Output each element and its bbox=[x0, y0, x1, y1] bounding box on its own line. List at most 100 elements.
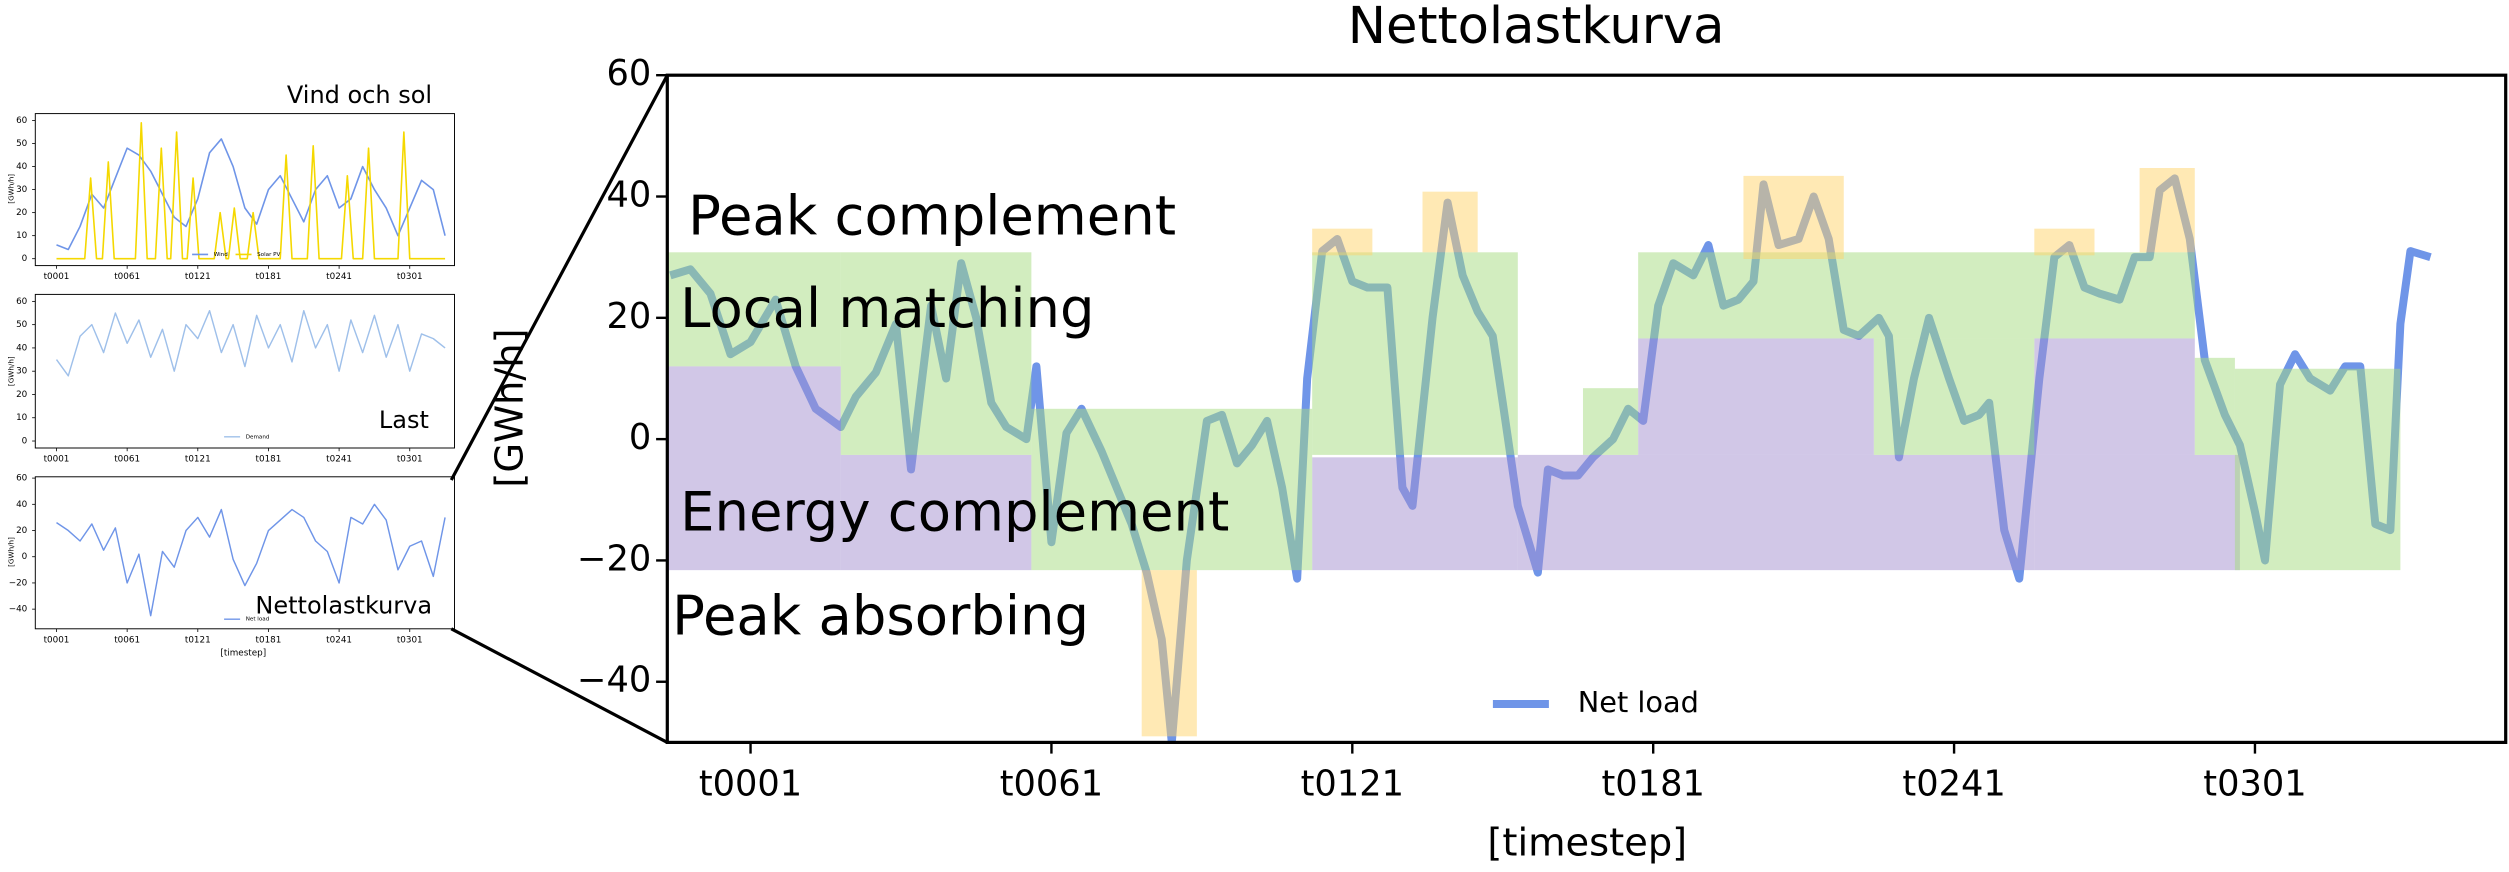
y-tick-label: 0 bbox=[22, 552, 28, 562]
x-tick-label: t0121 bbox=[185, 455, 211, 465]
series-line bbox=[56, 503, 446, 617]
y-tick-label: 60 bbox=[16, 474, 28, 484]
legend-label: Net load bbox=[246, 617, 270, 623]
y-axis-label: [GWh/h] bbox=[6, 537, 15, 567]
region-box bbox=[2034, 454, 2240, 571]
series-line bbox=[56, 138, 446, 251]
axes-frame bbox=[34, 113, 455, 267]
chart-title: Last bbox=[379, 406, 429, 434]
annotation: Energy complement bbox=[680, 480, 1229, 543]
annotation: Peak absorbing bbox=[672, 584, 1089, 647]
x-tick-label: t0001 bbox=[699, 763, 802, 804]
y-tick-label: 30 bbox=[16, 367, 28, 377]
region-box bbox=[667, 252, 841, 367]
legend-label: Demand bbox=[246, 434, 270, 440]
region-box bbox=[2034, 228, 2095, 256]
x-tick-label: t0241 bbox=[326, 272, 352, 282]
region-box bbox=[1031, 408, 1313, 571]
y-tick-label: 40 bbox=[16, 500, 28, 510]
x-tick-label: t0121 bbox=[1301, 763, 1404, 804]
zoom-connector bbox=[449, 74, 669, 481]
x-tick-label: t0061 bbox=[114, 455, 140, 465]
y-tick-label: 60 bbox=[607, 53, 652, 94]
y-tick-label: −20 bbox=[577, 538, 651, 579]
chart: t0001 t0061 t0121 t0181 t0241 t0301 −40 −20 0 20 4… bbox=[6, 474, 455, 658]
legend-label: Solar PV bbox=[257, 252, 280, 258]
y-tick-label: −40 bbox=[9, 605, 28, 615]
x-tick-label: t0181 bbox=[256, 635, 282, 645]
y-tick-label: 20 bbox=[16, 390, 28, 400]
y-tick-label: 40 bbox=[16, 162, 28, 172]
legend-label: Net load bbox=[1578, 685, 1699, 719]
y-tick-label: 10 bbox=[16, 231, 28, 241]
y-tick-label: 50 bbox=[16, 320, 28, 330]
legend-label: Wind bbox=[214, 252, 229, 258]
x-tick-label: t0241 bbox=[326, 635, 352, 645]
region-box bbox=[1141, 570, 1197, 737]
y-tick-label: −20 bbox=[9, 578, 28, 588]
y-tick-label: 20 bbox=[16, 526, 28, 536]
y-tick-label: 60 bbox=[16, 116, 28, 126]
region-box bbox=[2194, 357, 2235, 455]
x-tick-label: t0301 bbox=[397, 455, 423, 465]
y-axis-label: [GWh/h] bbox=[6, 356, 15, 386]
chart-title: Nettolastkurva bbox=[255, 591, 432, 619]
x-tick-label: t0241 bbox=[326, 455, 352, 465]
x-tick-label: t0301 bbox=[397, 635, 423, 645]
region-box bbox=[2034, 338, 2195, 455]
chart: t0001 t0061 t0121 t0181 t0241 t0301 −40 −20 0 20 4… bbox=[488, 0, 2508, 865]
region-box bbox=[2234, 368, 2401, 571]
x-tick-label: t0181 bbox=[256, 455, 282, 465]
region-box bbox=[1312, 457, 1518, 571]
region-box bbox=[1312, 228, 1373, 256]
y-tick-label: 0 bbox=[22, 437, 28, 447]
x-tick-label: t0301 bbox=[397, 272, 423, 282]
y-tick-label: 30 bbox=[16, 185, 28, 195]
y-tick-label: 40 bbox=[607, 175, 652, 216]
x-tick-label: t0181 bbox=[256, 272, 282, 282]
y-tick-label: 0 bbox=[22, 254, 28, 264]
region-box bbox=[840, 252, 1032, 455]
y-tick-label: 20 bbox=[16, 208, 28, 218]
plot-area bbox=[56, 122, 446, 260]
y-tick-label: 40 bbox=[16, 343, 28, 353]
x-tick-label: t0121 bbox=[185, 272, 211, 282]
region-box bbox=[1517, 454, 2035, 571]
y-axis-label: [GWh/h] bbox=[6, 174, 15, 204]
region-box bbox=[1582, 388, 1639, 455]
y-tick-label: 20 bbox=[607, 296, 652, 337]
series-line bbox=[55, 309, 446, 377]
x-tick-label: t0061 bbox=[114, 635, 140, 645]
x-tick-label: t0181 bbox=[1602, 763, 1705, 804]
annotation: Peak complement bbox=[688, 184, 1176, 247]
x-tick-label: t0001 bbox=[44, 272, 70, 282]
x-tick-label: t0061 bbox=[114, 272, 140, 282]
x-axis-label: [timestep] bbox=[1487, 820, 1687, 865]
region-box bbox=[1638, 338, 1874, 455]
region-box bbox=[2139, 168, 2195, 253]
axes-frame bbox=[665, 73, 2508, 744]
x-tick-label: t0061 bbox=[1000, 763, 1103, 804]
chart: t0001 t0061 t0121 t0181 t0241 t0301 0 10 20 30 40 5… bbox=[6, 81, 455, 282]
zoom-connector bbox=[450, 627, 669, 744]
x-tick-label: t0121 bbox=[185, 635, 211, 645]
x-tick-label: t0241 bbox=[1902, 763, 2005, 804]
y-tick-label: 10 bbox=[16, 413, 28, 423]
y-tick-label: 0 bbox=[629, 417, 651, 458]
y-tick-label: −40 bbox=[577, 660, 651, 701]
plot-area bbox=[56, 503, 446, 617]
region-box bbox=[840, 454, 1032, 571]
region-box bbox=[1638, 252, 2195, 339]
plot-area bbox=[55, 309, 446, 377]
x-axis-label: [timestep] bbox=[220, 648, 266, 658]
x-tick-label: t0001 bbox=[44, 455, 70, 465]
series-line bbox=[56, 122, 446, 260]
axes-frame bbox=[34, 476, 455, 630]
x-tick-label: t0001 bbox=[44, 635, 70, 645]
plot-area bbox=[667, 168, 2432, 743]
chart-title: Vind och sol bbox=[287, 81, 432, 109]
region-box bbox=[1422, 191, 1478, 253]
region-box bbox=[667, 366, 841, 571]
